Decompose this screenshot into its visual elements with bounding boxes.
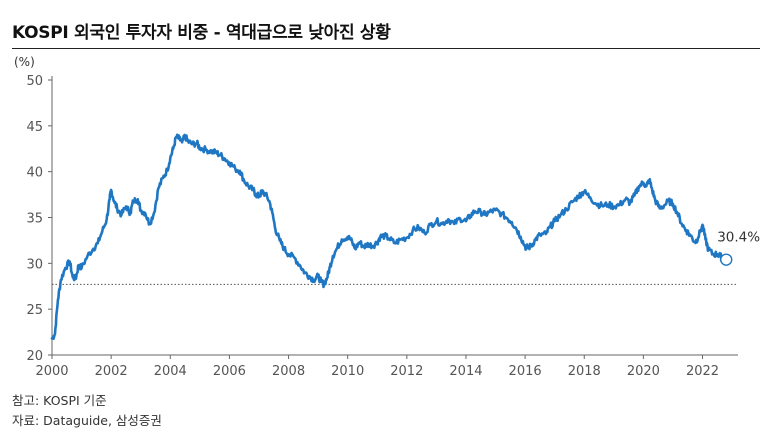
x-tick-label: 2000 xyxy=(35,364,68,379)
x-tick-label: 2008 xyxy=(272,364,305,379)
x-tick-label: 2016 xyxy=(509,364,542,379)
y-axis-label: (%) xyxy=(14,55,35,69)
y-tick-label: 30 xyxy=(26,257,43,272)
footnotes: 참고: KOSPI 기준 자료: Dataguide, 삼성증권 xyxy=(12,391,162,431)
end-value-label: 30.4% xyxy=(717,230,760,246)
reference-note: 참고: KOSPI 기준 xyxy=(12,393,107,408)
title-underline xyxy=(12,48,760,49)
chart-title: KOSPI 외국인 투자자 비중 - 역대급으로 낮아진 상황 xyxy=(12,23,391,43)
y-tick-label: 35 xyxy=(26,212,43,227)
y-tick-label: 25 xyxy=(26,303,43,318)
x-tick-label: 2022 xyxy=(686,364,719,379)
x-tick-label: 2010 xyxy=(331,364,364,379)
x-tick-label: 2002 xyxy=(95,364,128,379)
y-tick-label: 40 xyxy=(26,166,43,181)
end-point-marker xyxy=(720,253,733,266)
x-tick-label: 2020 xyxy=(627,364,660,379)
source-note: 자료: Dataguide, 삼성증권 xyxy=(12,413,162,428)
y-tick-label: 20 xyxy=(26,349,43,364)
x-tick-label: 2004 xyxy=(154,364,187,379)
y-tick-label: 45 xyxy=(26,120,43,135)
y-tick-label: 50 xyxy=(26,74,43,89)
series-line xyxy=(50,133,725,340)
x-tick-label: 2018 xyxy=(568,364,601,379)
x-tick-label: 2014 xyxy=(449,364,482,379)
x-tick-label: 2012 xyxy=(390,364,423,379)
x-tick-label: 2006 xyxy=(213,364,246,379)
